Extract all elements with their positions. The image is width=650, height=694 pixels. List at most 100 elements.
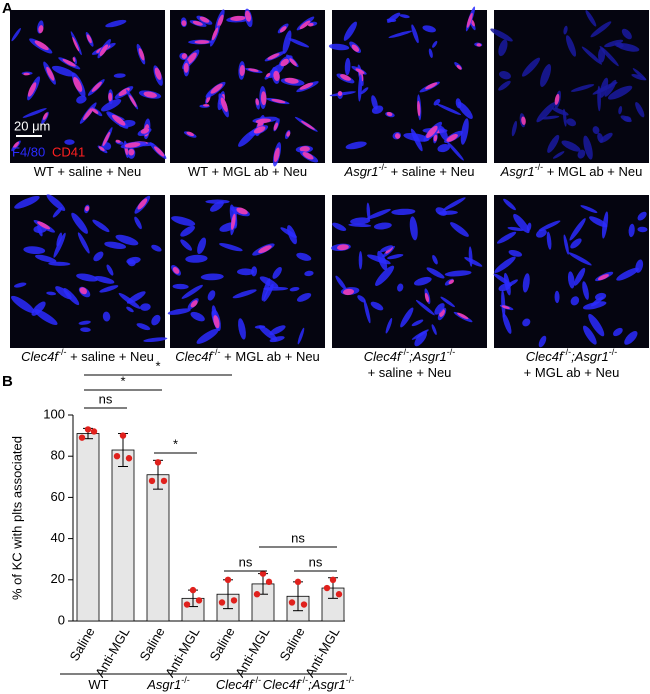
platelet: [140, 127, 150, 134]
cell: [232, 289, 257, 299]
cell: [411, 329, 429, 340]
cell: [171, 216, 196, 226]
data-point: [323, 584, 331, 592]
data-point: [84, 426, 92, 433]
platelet: [154, 67, 162, 80]
platelet: [521, 116, 526, 125]
platelet: [217, 14, 224, 28]
cell: [399, 14, 410, 19]
cell: [582, 301, 607, 310]
data-point: [154, 459, 162, 466]
cell: [280, 227, 297, 238]
platelet: [337, 244, 349, 251]
platelet: [98, 146, 105, 152]
cell: [565, 35, 577, 57]
cell: [511, 120, 518, 137]
caption: WT + saline + Neu: [34, 164, 141, 179]
caption-part: -/-: [563, 347, 572, 357]
cell: [329, 91, 356, 97]
scale-bar-label: 20 μm: [14, 118, 50, 133]
cell: [599, 132, 613, 143]
platelet: [466, 12, 473, 28]
platelet: [181, 53, 187, 59]
cell: [415, 299, 435, 316]
cell: [561, 140, 581, 152]
cell: [360, 87, 369, 95]
cell: [583, 135, 593, 160]
cell: [508, 249, 523, 257]
cell: [432, 40, 438, 48]
platelet: [286, 131, 291, 137]
platelet: [267, 53, 280, 60]
platelet: [115, 139, 121, 143]
platelet: [248, 68, 259, 72]
cell: [411, 319, 424, 327]
significance-label: ns: [99, 391, 113, 406]
cell: [373, 222, 392, 230]
caption: Clec4f-/-;Asgr1-/-: [364, 347, 455, 364]
data-point: [125, 455, 133, 462]
cell: [350, 217, 371, 225]
cell: [99, 285, 119, 293]
cell: [126, 291, 146, 304]
cell: [547, 134, 560, 153]
platelet: [230, 15, 246, 21]
platelet: [72, 57, 76, 62]
platelet: [129, 95, 137, 108]
cell: [397, 283, 404, 292]
cell: [569, 218, 586, 241]
cell: [457, 101, 473, 119]
platelet: [239, 64, 245, 77]
caption: + saline + Neu: [368, 365, 452, 380]
platelet: [42, 112, 48, 120]
cell: [104, 241, 127, 250]
cell: [367, 254, 391, 265]
platelet: [46, 66, 55, 81]
platelet: [265, 72, 271, 78]
caption: Clec4f-/-: [216, 675, 261, 692]
cell: [115, 234, 139, 246]
cell: [581, 46, 603, 65]
cell: [272, 266, 282, 279]
x-tick-label: Saline: [277, 625, 308, 664]
cell: [635, 101, 645, 118]
caption-part: -/-: [447, 347, 456, 357]
cell: [604, 39, 624, 48]
data-point: [300, 601, 308, 608]
platelet: [301, 120, 315, 130]
data-point: [329, 576, 337, 583]
cell: [77, 232, 90, 254]
platelet: [476, 43, 482, 47]
bar: [146, 474, 170, 622]
data-point: [90, 428, 98, 435]
cell: [432, 254, 438, 265]
caption-part: Clec4f: [21, 349, 59, 364]
cell: [22, 108, 47, 118]
cell: [580, 205, 598, 213]
cell: [258, 325, 278, 341]
caption-part: + MGL ab + Neu: [524, 365, 620, 380]
cell: [540, 64, 552, 87]
stain-label: F4/80: [12, 144, 45, 159]
cell: [387, 253, 404, 260]
cell: [11, 295, 35, 313]
platelet: [273, 70, 280, 82]
cell: [219, 243, 243, 252]
cell: [426, 267, 445, 279]
cell: [143, 337, 168, 343]
data-point: [335, 591, 343, 598]
data-point: [218, 599, 226, 606]
caption: Clec4f-/- + MGL ab + Neu: [175, 347, 320, 364]
cell: [76, 273, 98, 282]
cell: [598, 47, 606, 63]
platelet: [181, 20, 187, 27]
cell: [238, 318, 246, 340]
cell: [498, 80, 511, 91]
cell: [197, 237, 207, 255]
platelet: [206, 95, 211, 103]
significance-label: ns: [291, 530, 305, 545]
cell: [554, 290, 560, 304]
caption: Asgr1-/-: [146, 675, 189, 692]
cell: [136, 323, 151, 331]
cell: [566, 118, 577, 127]
